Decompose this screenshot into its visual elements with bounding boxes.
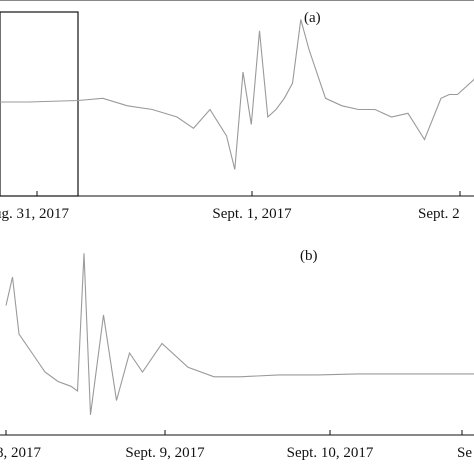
x-tick-label: 8, 2017 (0, 445, 42, 461)
panel-b: 8, 2017 Sept. 9, 2017 Sept. 10, 2017 Se (b) (0, 248, 474, 461)
x-tick-label: Sept. 9, 2017 (125, 445, 205, 461)
x-tick-label: Sept. 2 (418, 206, 460, 222)
x-tick-label: Se (457, 445, 472, 461)
panel-b-label: (b) (300, 248, 318, 264)
panel-a: ug. 31, 2017 Sept. 1, 2017 Sept. 2 (a) (0, 0, 474, 222)
panel-a-label: (a) (304, 10, 321, 26)
panel-a-highlight-box (0, 11, 79, 197)
x-tick-label: Sept. 1, 2017 (212, 206, 292, 222)
x-tick-label: ug. 31, 2017 (0, 206, 70, 222)
panel-a-series-line (0, 19, 474, 170)
panel-b-series-line (5, 253, 474, 415)
x-tick-label: Sept. 10, 2017 (287, 445, 374, 461)
